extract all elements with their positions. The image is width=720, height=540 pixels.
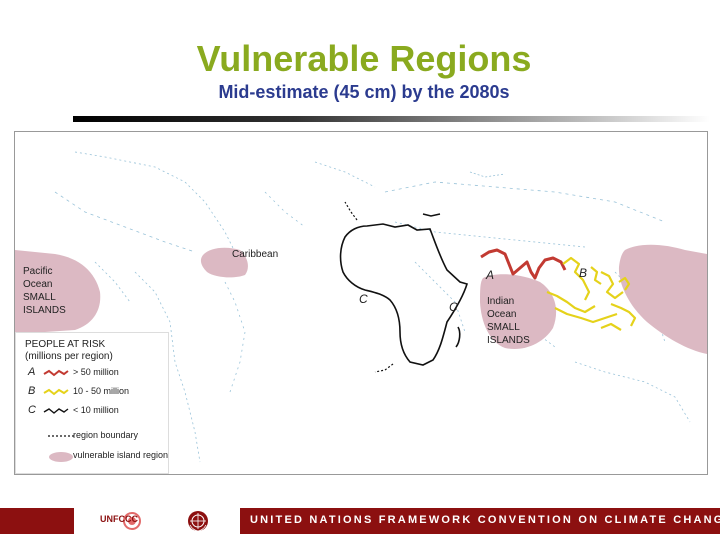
legend-island-swatch (49, 452, 73, 462)
legend-text: > 50 million (73, 367, 119, 377)
legend-row-boundary: region boundary (25, 429, 165, 443)
pacific-region-east (618, 244, 707, 354)
legend-letter: C (28, 404, 36, 416)
legend-text: region boundary (73, 430, 139, 440)
legend-letter: B (28, 385, 36, 397)
pacific-islands-label: Pacific Ocean SMALL ISLANDS (23, 266, 66, 316)
legend-text: vulnerable island region (73, 450, 169, 460)
caribbean-region (200, 247, 248, 278)
legend-swatch-red (43, 369, 69, 377)
legend-text: < 10 million (73, 405, 119, 415)
map-outline-lines (54, 151, 691, 463)
legend-boundary-line (48, 435, 75, 437)
unfccc-logo-text: UNFCCC (100, 514, 138, 524)
africa-region-c (339, 201, 469, 373)
slide-subtitle: Mid-estimate (45 cm) by the 2080s (218, 82, 510, 102)
footer-bar: UNFCCC UNITED NATIONS FRAMEWORK CONVENTI… (0, 508, 720, 534)
world-map: Caribbean Pacific Ocean SMALL ISLANDS In… (14, 131, 708, 475)
region-letter-b: B (579, 266, 588, 280)
un-emblem-icon (188, 511, 208, 532)
asia-region-a (480, 248, 567, 280)
slide-title: Vulnerable Regions (196, 38, 532, 79)
region-letter-c-east: C (449, 300, 458, 314)
map-graphic (15, 151, 707, 463)
legend-title: PEOPLE AT RISK (millions per region) (25, 339, 113, 362)
region-letter-c-west: C (359, 292, 368, 306)
region-letter-a: A (486, 268, 495, 282)
indian-ocean-region (480, 274, 557, 350)
legend-row-c: C < 10 million (25, 404, 165, 418)
indian-ocean-islands-label: Indian Ocean SMALL ISLANDS (487, 296, 530, 346)
caribbean-label: Caribbean (232, 249, 279, 260)
legend-row-island-region: vulnerable island region (25, 449, 169, 463)
legend-row-a: A > 50 million (25, 366, 165, 380)
se-asia-region-b (546, 256, 637, 331)
legend-letter: A (28, 366, 36, 378)
legend-swatch-black (43, 408, 69, 414)
unfccc-logo-icon (123, 512, 141, 530)
title-divider (73, 116, 710, 122)
footer-convention-text: UNITED NATIONS FRAMEWORK CONVENTION ON C… (250, 514, 720, 526)
legend-text: 10 - 50 million (73, 386, 130, 396)
legend-swatch-yellow (43, 388, 69, 396)
legend-row-b: B 10 - 50 million (25, 385, 165, 399)
footer-logo-panel: UNFCCC (74, 508, 240, 534)
pacific-region-west (15, 250, 101, 334)
map-legend: PEOPLE AT RISK (millions per region) A >… (15, 332, 169, 474)
vulnerable-island-regions (15, 244, 707, 354)
